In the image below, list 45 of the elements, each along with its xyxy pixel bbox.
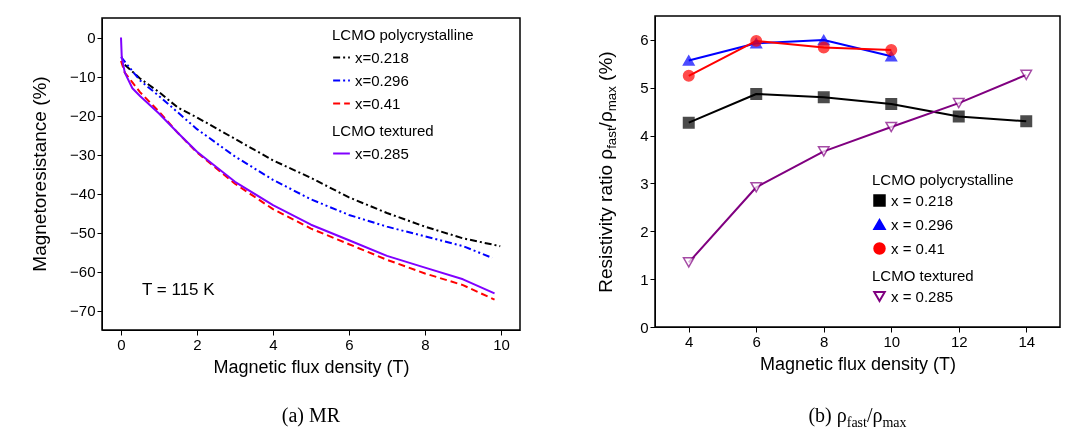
legend-label: x = 0.218 [891, 191, 954, 209]
y-axis-title: Magnetoresistance (%) [29, 76, 51, 272]
x-tick-label: 4 [269, 335, 278, 353]
y-tick-label: 6 [640, 31, 649, 49]
y-tick-label: 3 [640, 174, 649, 192]
x-tick-label: 4 [685, 332, 694, 350]
legend-label: x=0.285 [355, 144, 409, 162]
text: LCMO textured [332, 122, 434, 139]
legend-label: x=0.41 [355, 94, 401, 112]
y-tick-label: 2 [640, 222, 649, 240]
y-tick-label: −30 [70, 146, 96, 163]
x-tick-label: 6 [345, 335, 354, 353]
text: LCMO textured [872, 267, 974, 284]
x-tick-label: 0 [117, 335, 126, 353]
y-tick-label: 0 [87, 29, 96, 46]
y-tick-label: −10 [70, 68, 96, 85]
y-tick-label: 1 [640, 270, 649, 288]
text: LCMO polycrystalline [872, 171, 1014, 188]
y-tick-label: −60 [70, 263, 96, 280]
x-tick-label: 10 [493, 335, 510, 353]
x-tick-label: 8 [421, 335, 430, 353]
legend-label: x=0.296 [355, 71, 409, 89]
x-tick-label: 2 [193, 335, 202, 353]
x-tick-label: 12 [950, 332, 968, 350]
y-tick-label: −50 [70, 224, 96, 241]
legend-label: x=0.218 [355, 48, 409, 66]
legend-label: x = 0.41 [891, 239, 945, 257]
x-tick-label: 6 [752, 332, 761, 350]
y-tick-label: 0 [640, 318, 649, 336]
x-axis-title: Magnetic flux density (T) [213, 356, 410, 377]
x-tick-label: 14 [1018, 332, 1036, 350]
legend-label: x = 0.285 [891, 287, 954, 305]
y-tick-label: 4 [640, 127, 649, 145]
x-axis-title: Magnetic flux density (T) [759, 353, 957, 374]
annotation: T = 115 K [142, 280, 216, 299]
x-tick-label: 10 [883, 332, 901, 350]
y-tick-label: 5 [640, 79, 649, 97]
y-tick-label: −40 [70, 185, 96, 202]
legend-label: x = 0.296 [891, 215, 954, 233]
text: (b) ρ$_{fast}$/ρ$_{max}$ [808, 404, 907, 431]
text: (a) MR [281, 404, 341, 427]
text: LCMO polycrystalline [332, 26, 474, 43]
y-tick-label: −20 [70, 107, 96, 124]
x-tick-label: 8 [820, 332, 829, 350]
y-tick-label: −70 [70, 302, 96, 319]
